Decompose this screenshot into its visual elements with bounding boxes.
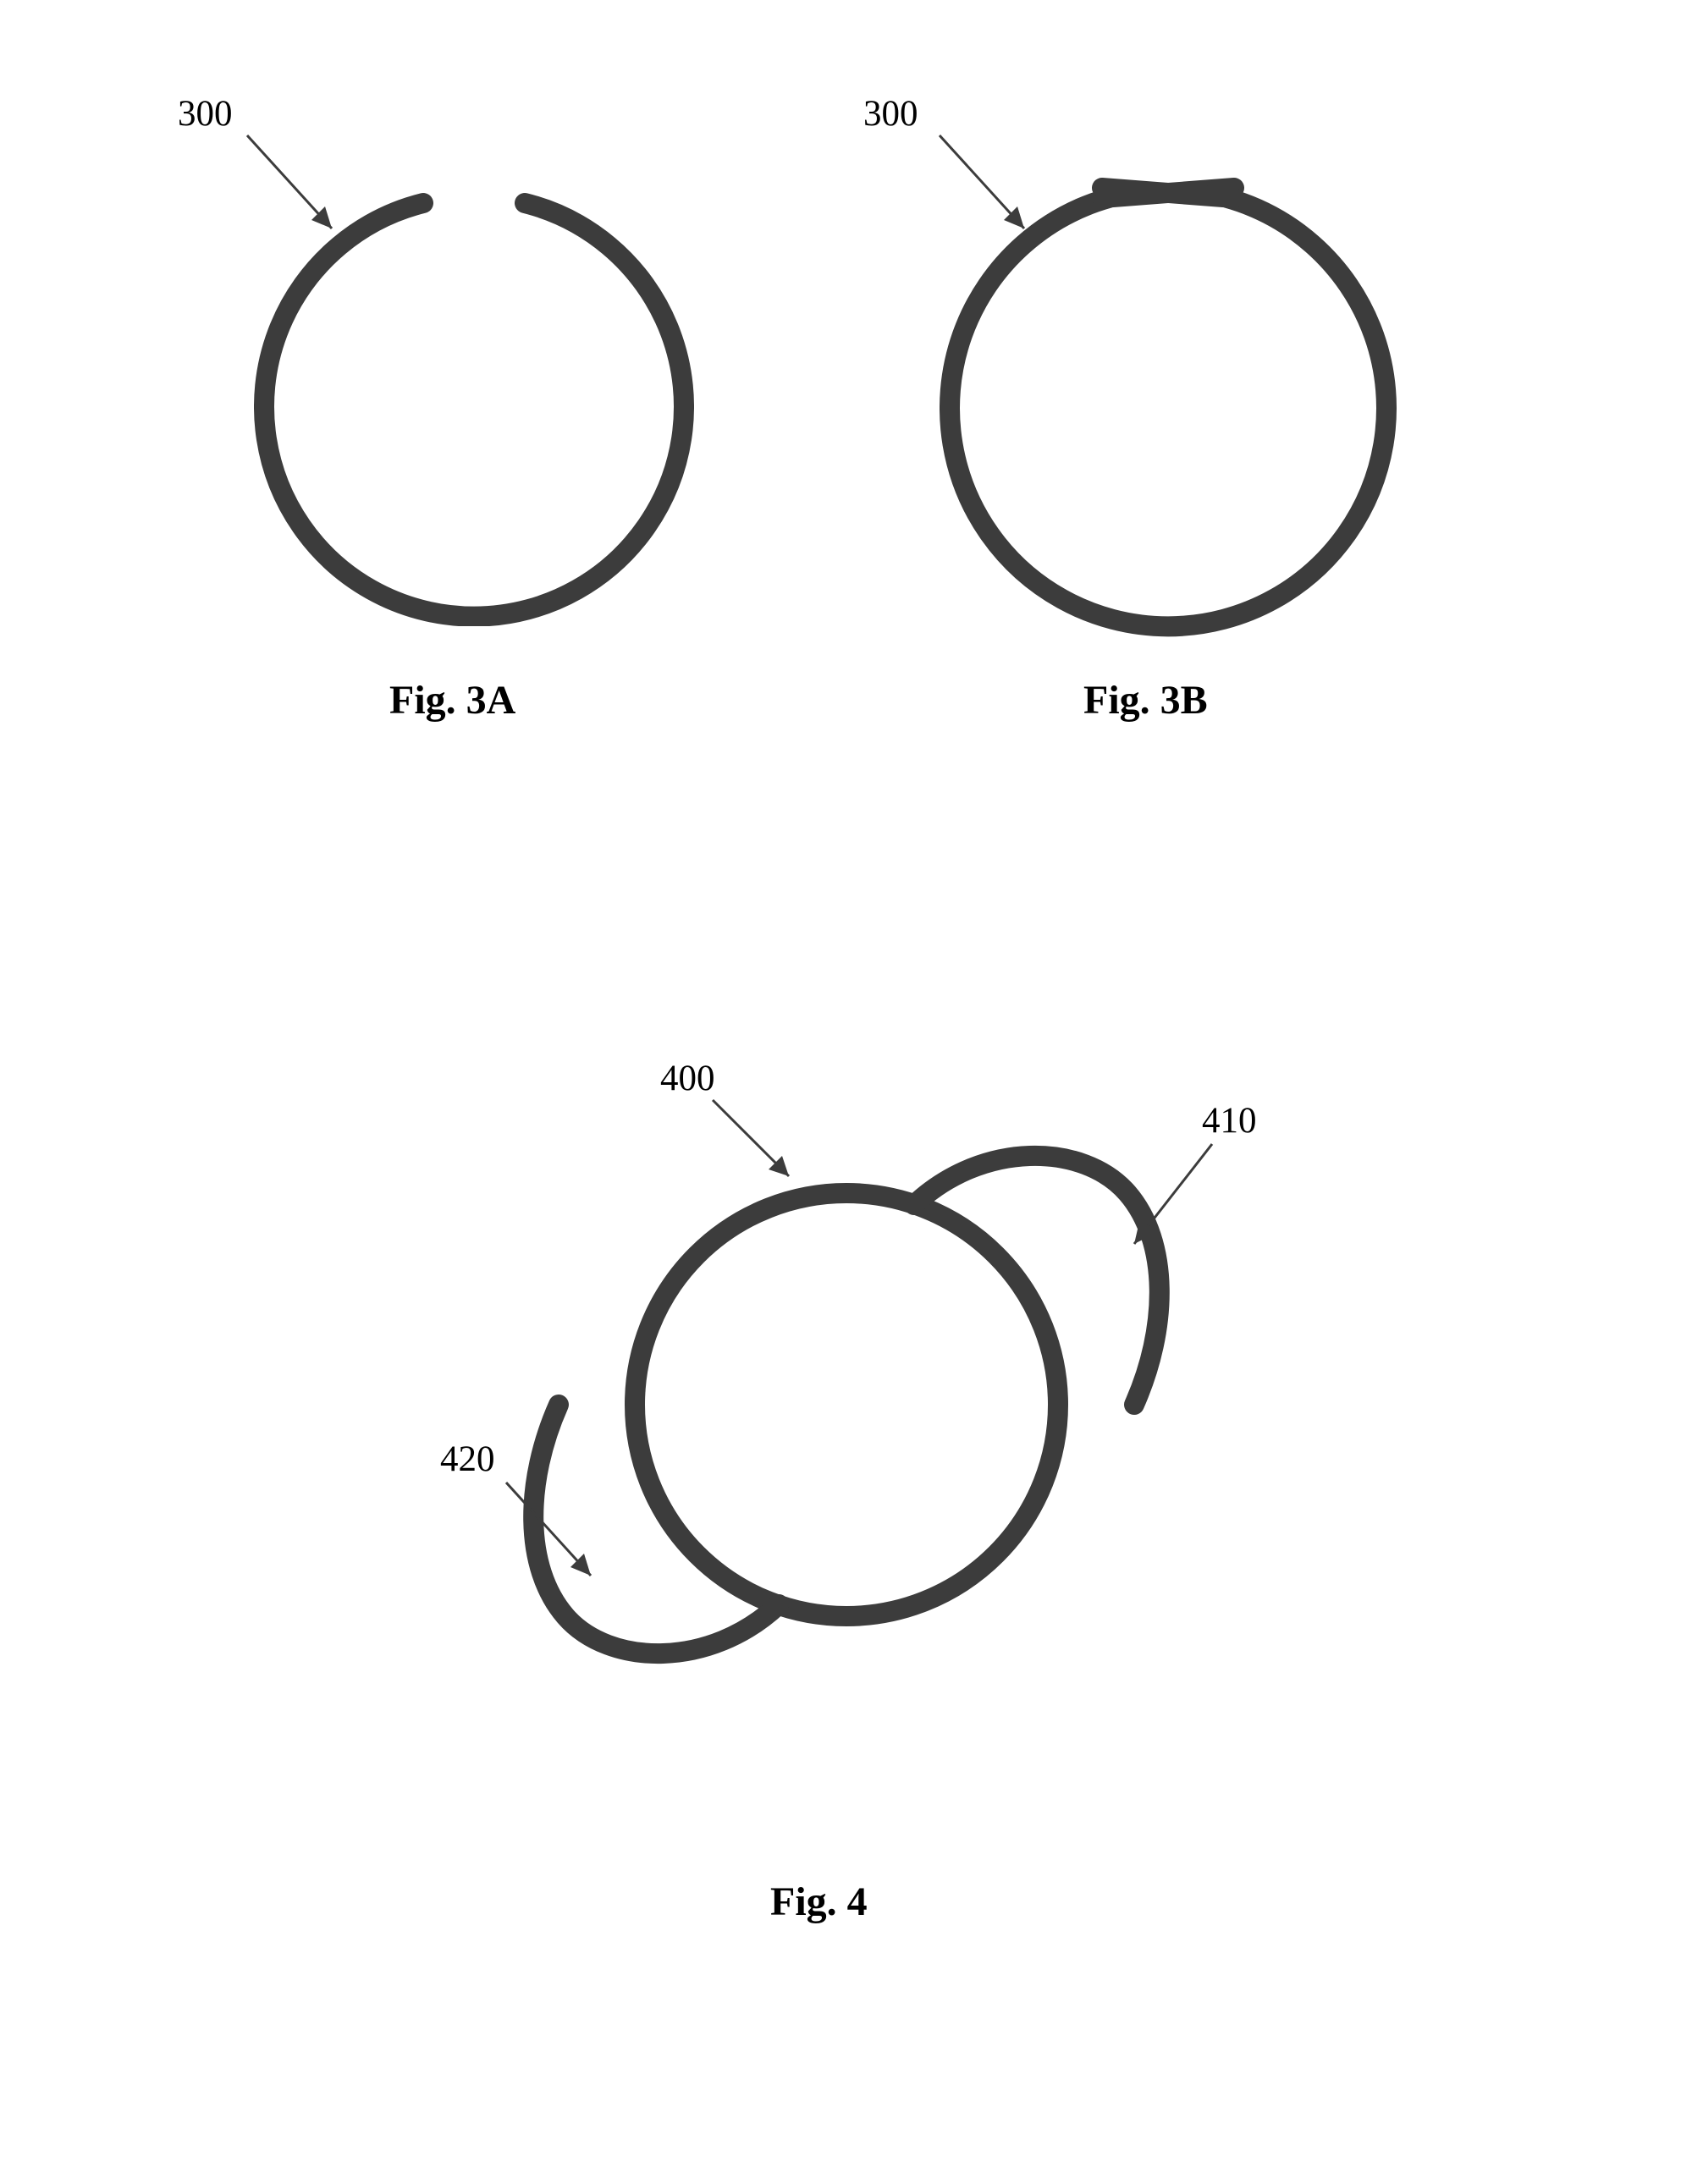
fig4-arrow-420 <box>498 1474 633 1618</box>
fig3a-caption: Fig. 3A <box>389 677 515 723</box>
fig4-optic-ring <box>635 1193 1058 1616</box>
fig4-label-400: 400 <box>660 1058 715 1099</box>
fig4-label-410: 410 <box>1202 1100 1257 1142</box>
fig3b-caption: Fig. 3B <box>1083 677 1208 723</box>
fig4-arrow-400 <box>704 1092 831 1219</box>
fig4-label-420: 420 <box>440 1439 495 1480</box>
fig3a-arrow <box>239 127 374 271</box>
page: 300 Fig. 3A 300 Fig. 3B 400 410 <box>0 0 1681 2184</box>
fig3b-arrow <box>931 127 1066 271</box>
fig3b-label-300: 300 <box>863 93 918 135</box>
fig4-caption: Fig. 4 <box>770 1879 868 1925</box>
fig3a-label-300: 300 <box>178 93 233 135</box>
fig4-arrow-410 <box>1111 1134 1254 1286</box>
